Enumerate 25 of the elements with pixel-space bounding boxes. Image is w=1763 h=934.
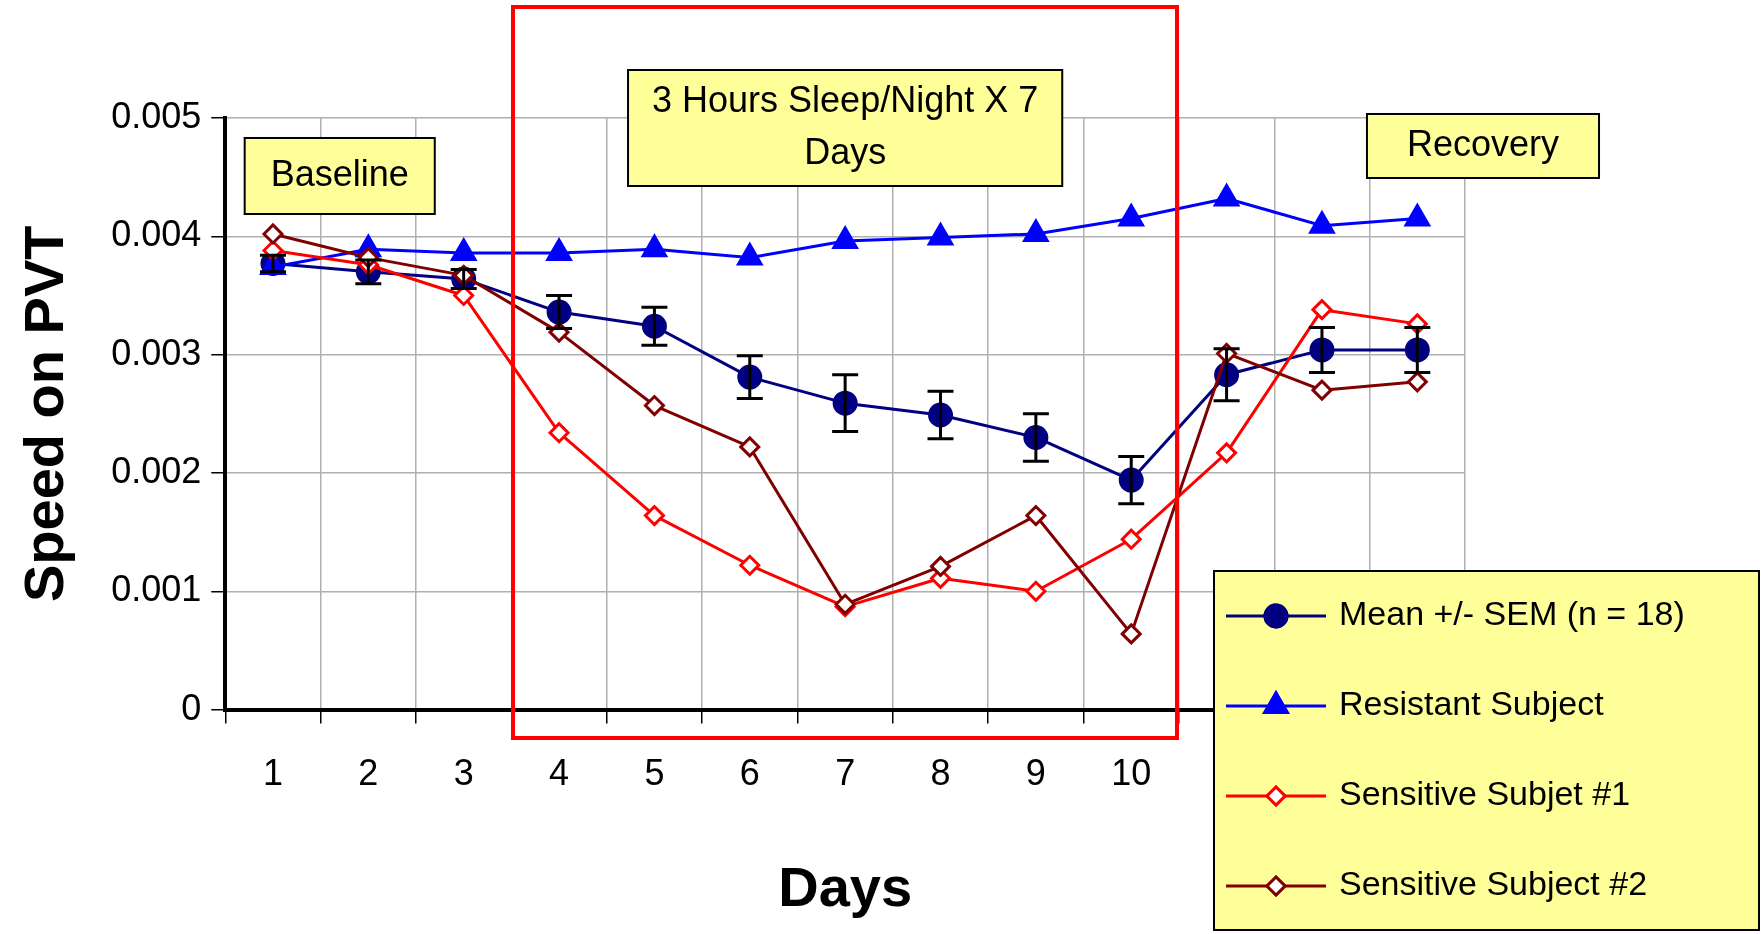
x-tick-label: 5 xyxy=(644,752,665,794)
x-tick-label: 8 xyxy=(930,752,951,794)
x-axis-title: Days xyxy=(778,854,913,918)
y-tick-label: 0.003 xyxy=(111,331,202,373)
y-tick-label: 0.002 xyxy=(111,449,202,491)
x-tick-label: 6 xyxy=(739,752,760,794)
annotation: 3 Hours Sleep/Night X 7 Days xyxy=(652,78,1039,172)
x-tick-label: 9 xyxy=(1025,752,1046,794)
y-tick-label: 0.005 xyxy=(111,94,202,136)
x-tick-label: 2 xyxy=(358,752,379,794)
y-tick-label: 0 xyxy=(181,686,202,728)
y-tick-label: 0.001 xyxy=(111,568,202,610)
x-tick-label: 1 xyxy=(262,752,283,794)
legend-label: Mean +/- SEM (n = 18) xyxy=(1339,594,1685,633)
x-tick-label: 7 xyxy=(835,752,856,794)
legend-label: Sensitive Subject #2 xyxy=(1339,864,1648,903)
x-tick-label: 10 xyxy=(1111,752,1152,794)
annotation: Recovery xyxy=(1406,122,1560,164)
annotation: Baseline xyxy=(270,152,409,194)
x-tick-label: 3 xyxy=(453,752,474,794)
y-axis-title: Speed on PVT xyxy=(12,225,76,603)
y-tick-label: 0.004 xyxy=(111,213,202,255)
legend-label: Resistant Subject xyxy=(1339,684,1605,723)
x-tick-label: 4 xyxy=(549,752,570,794)
legend-label: Sensitive Subjet #1 xyxy=(1339,774,1631,813)
